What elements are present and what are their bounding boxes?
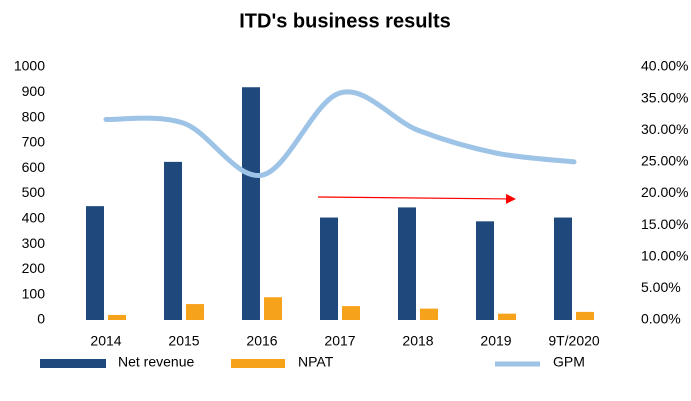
bar xyxy=(476,221,494,320)
bar xyxy=(554,217,572,320)
y2-tick-label: 20.00% xyxy=(641,184,688,200)
y-tick-label: 700 xyxy=(22,134,46,150)
y-tick-label: 900 xyxy=(22,83,46,99)
y2-tick-label: 10.00% xyxy=(641,247,688,263)
y-tick-label: 500 xyxy=(22,184,46,200)
y-tick-label: 200 xyxy=(22,260,46,276)
x-tick-label: 9T/2020 xyxy=(548,333,600,349)
bar xyxy=(186,304,204,320)
legend-label: Net revenue xyxy=(118,354,194,370)
y2-tick-label: 25.00% xyxy=(641,153,688,169)
bar xyxy=(498,313,516,320)
y2-tick-label: 0.00% xyxy=(641,311,681,327)
bar xyxy=(576,311,594,320)
x-tick-label: 2014 xyxy=(90,333,121,349)
chart-title: ITD's business results xyxy=(239,10,451,32)
x-tick-label: 2015 xyxy=(168,333,199,349)
y2-tick-label: 15.00% xyxy=(641,216,688,232)
bar xyxy=(342,306,360,320)
y-tick-label: 400 xyxy=(22,210,46,226)
legend-swatch xyxy=(40,359,106,368)
trend-arrow xyxy=(317,193,516,204)
legend-swatch xyxy=(231,359,285,368)
bar xyxy=(420,308,438,320)
x-tick-label: 2017 xyxy=(324,333,355,349)
bar xyxy=(320,217,338,320)
gpm-line xyxy=(103,89,577,178)
x-tick-label: 2016 xyxy=(246,333,277,349)
bar xyxy=(264,297,282,320)
bar xyxy=(242,87,260,321)
bar xyxy=(398,207,416,320)
legend-label: GPM xyxy=(553,354,585,370)
bar xyxy=(164,161,182,320)
x-tick-label: 2018 xyxy=(402,333,433,349)
y-tick-label: 600 xyxy=(22,159,46,175)
x-tick-label: 2019 xyxy=(480,333,511,349)
bar xyxy=(108,314,126,320)
y2-tick-label: 5.00% xyxy=(641,279,681,295)
y-tick-label: 1000 xyxy=(14,58,45,74)
y-tick-label: 100 xyxy=(22,285,46,301)
y2-tick-label: 40.00% xyxy=(641,58,688,74)
y-tick-label: 0 xyxy=(37,311,45,327)
y-tick-label: 800 xyxy=(22,108,46,124)
bar xyxy=(86,206,104,320)
legend-label: NPAT xyxy=(298,354,334,370)
y-tick-label: 300 xyxy=(22,235,46,251)
y2-tick-label: 30.00% xyxy=(641,121,688,137)
y2-tick-label: 35.00% xyxy=(641,89,688,105)
